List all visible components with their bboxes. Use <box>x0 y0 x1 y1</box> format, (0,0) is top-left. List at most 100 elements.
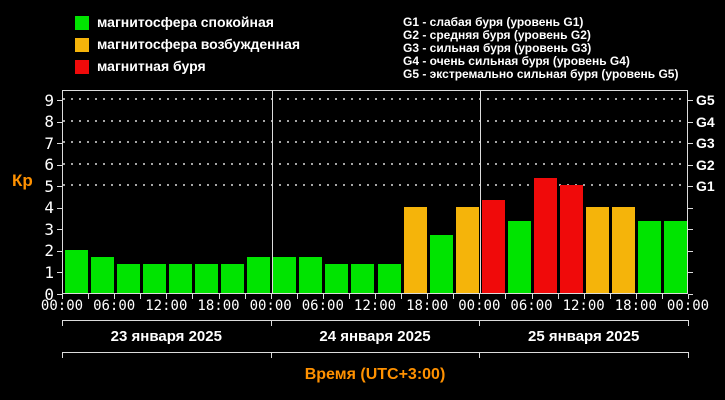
x-axis-tick <box>401 294 403 299</box>
grid-line-kp8 <box>63 119 687 122</box>
kp-bar <box>116 264 140 293</box>
x-axis-tick <box>427 294 429 299</box>
y-axis-tick <box>57 250 62 252</box>
g-level-label: G3 <box>696 135 715 152</box>
x-axis-tick <box>635 294 637 299</box>
storm-level-line: G3 - сильная буря (уровень G3) <box>403 41 592 55</box>
right-axis-tick <box>688 121 693 123</box>
grid-line-kp5 <box>63 184 687 187</box>
grid-line-kp7 <box>63 141 687 144</box>
storm-level-line: G4 - очень сильная буря (уровень G4) <box>403 54 630 68</box>
time-axis-title: Время (UTC+3:00) <box>304 366 446 383</box>
y-axis-label: 1 <box>44 262 54 282</box>
kp-bar <box>90 257 114 293</box>
x-axis-tick <box>479 294 481 299</box>
legend-label: магнитная буря <box>97 58 206 74</box>
kp-bar <box>534 178 557 293</box>
kp-bar <box>221 264 244 293</box>
y-axis-tick <box>57 100 62 102</box>
y-axis-label: 3 <box>44 219 54 239</box>
kp-bar <box>273 257 297 293</box>
x-axis-tick <box>192 294 194 299</box>
g-level-label: G2 <box>696 156 715 173</box>
time-label: 00:00 <box>458 298 501 314</box>
kp-bar <box>638 221 662 293</box>
legend-swatch-calm <box>75 15 89 30</box>
storm-level-line: G5 - экстремально сильная буря (уровень … <box>403 67 679 81</box>
y-axis-tick <box>57 164 62 166</box>
legend-item: магнитосфера возбужденная <box>75 37 300 52</box>
y-axis-tick <box>57 229 62 231</box>
kp-bar <box>455 206 479 293</box>
date-bracket-tick <box>688 320 689 326</box>
y-axis-label: 2 <box>44 241 54 261</box>
x-axis-tick <box>270 294 272 299</box>
date-bracket-tick <box>270 352 272 358</box>
x-axis-tick <box>218 294 220 299</box>
storm-level-line: G2 - средняя буря (уровень G2) <box>403 28 591 42</box>
date-bracket-tick <box>479 320 481 326</box>
kp-bar <box>247 257 271 293</box>
storm-level-line: G1 - слабая буря (уровень G1) <box>403 15 584 29</box>
legend-label: магнитосфера возбужденная <box>97 36 301 52</box>
x-axis-tick <box>140 294 142 299</box>
x-axis-tick <box>583 294 585 299</box>
y-axis-tick <box>57 143 62 145</box>
x-axis-tick <box>453 294 455 299</box>
right-axis-tick <box>688 272 693 274</box>
time-label: 06:00 <box>510 298 553 314</box>
time-label: 18:00 <box>614 298 657 314</box>
right-axis-tick <box>688 250 693 252</box>
kp-bar <box>64 249 88 293</box>
x-axis-tick <box>244 294 246 299</box>
x-axis-tick <box>609 294 611 299</box>
time-label: 12:00 <box>562 298 605 314</box>
y-axis-tick <box>57 121 62 123</box>
time-label: 00:00 <box>40 298 84 314</box>
time-label: 06:00 <box>93 298 136 314</box>
date-bracket-line <box>62 352 688 353</box>
kp-bar <box>403 206 427 293</box>
date-bracket-line <box>62 320 688 321</box>
kp-bar <box>429 235 453 293</box>
kp-bar <box>560 185 584 293</box>
x-axis-tick <box>62 294 63 299</box>
day-separator <box>480 91 482 293</box>
right-axis-tick <box>688 186 693 188</box>
date-bracket-tick <box>62 320 63 326</box>
y-axis-label: 6 <box>44 155 54 175</box>
time-label: 06:00 <box>301 298 344 314</box>
x-axis-tick <box>505 294 507 299</box>
x-axis-tick <box>166 294 168 299</box>
x-axis-tick <box>531 294 533 299</box>
y-axis-tick <box>57 186 62 188</box>
grid-line-kp6 <box>63 162 687 165</box>
legend-swatch-storm <box>75 59 89 74</box>
legend-swatch-excited <box>75 37 89 52</box>
date-bracket-tick <box>479 352 481 358</box>
legend-item: магнитная буря <box>75 59 206 74</box>
kp-plot-area <box>62 90 688 294</box>
time-label: 12:00 <box>353 298 397 314</box>
x-axis-tick <box>114 294 116 299</box>
kp-bar <box>325 264 349 293</box>
kp-axis-title: Кр <box>12 171 33 190</box>
kp-bar <box>377 264 401 293</box>
date-label: 23 января 2025 <box>110 328 222 345</box>
time-label: 18:00 <box>197 298 240 314</box>
right-axis-tick <box>688 164 693 166</box>
x-axis-tick <box>322 294 324 299</box>
x-axis-tick <box>688 294 689 299</box>
grid-line-kp9 <box>63 98 687 101</box>
x-axis-tick <box>296 294 298 299</box>
g-level-label: G1 <box>696 178 715 195</box>
right-axis-tick <box>688 143 693 145</box>
x-axis-tick <box>661 294 663 299</box>
legend-item: магнитосфера спокойная <box>75 15 274 30</box>
y-axis-label: 9 <box>44 90 54 110</box>
y-axis-label: 5 <box>44 176 54 196</box>
date-bracket-tick <box>62 352 63 358</box>
kp-bar <box>168 264 192 293</box>
x-axis-tick <box>375 294 376 299</box>
